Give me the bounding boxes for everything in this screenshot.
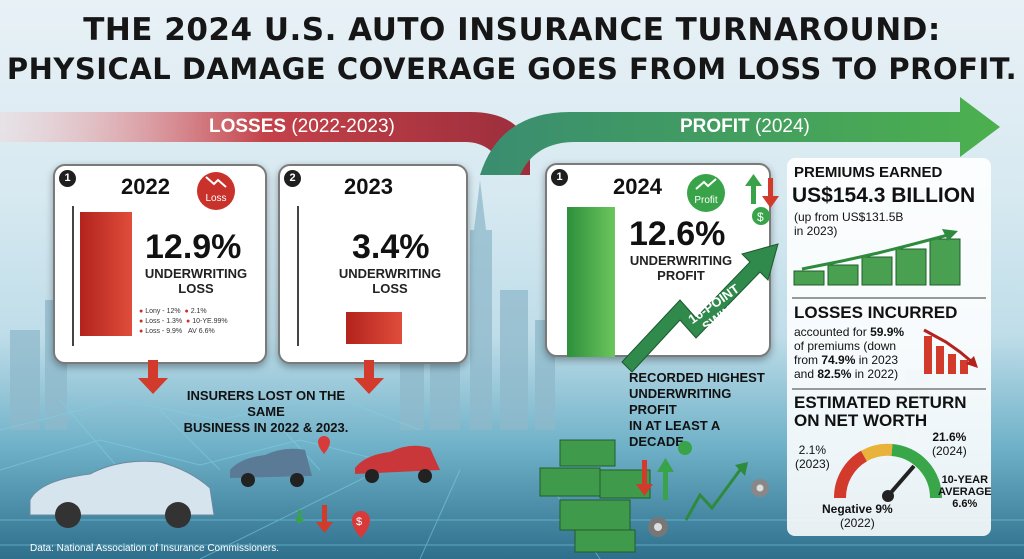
loss-badge: Loss (197, 172, 235, 210)
premiums-value: US$154.3 BILLION (792, 184, 976, 207)
down-trend-icon (205, 176, 227, 188)
return-10yr-avg: 10-YEAR AVERAGE 6.6% (938, 474, 992, 510)
source-note: Data: National Association of Insurance … (30, 543, 280, 554)
banner-profit-years: (2024) (754, 116, 810, 137)
loss-bar (80, 212, 132, 336)
value: 12.9% (145, 228, 242, 266)
banner-losses-label: LOSSES (209, 116, 287, 137)
return-2022: Negative 9% (2022) (822, 502, 893, 530)
return-2023: 2.1% (2023) (795, 443, 830, 471)
label-1: UNDERWRITING (144, 266, 248, 281)
premiums-title: PREMIUMS EARNED (794, 164, 943, 181)
losses-down-chart (923, 328, 978, 374)
banner-profit-label: PROFIT (680, 116, 750, 137)
svg-text:$: $ (356, 516, 362, 528)
label-2: LOSS (372, 281, 408, 296)
label-2: PROFIT (657, 268, 705, 283)
step-number: 2 (284, 170, 301, 187)
premiums-chart (793, 229, 961, 286)
badge-label: Loss (205, 193, 227, 204)
card-year: 2024 (613, 174, 662, 199)
legend: ● Lony - 12% ● 2.1% ● Loss - 1.3% ● 10-Y… (139, 308, 228, 335)
return-gauge (833, 443, 943, 502)
losses-incurred-text: accounted for 59.9% of premiums (down fr… (794, 325, 905, 381)
gear-icon (648, 517, 668, 537)
premiums-note: (up from US$131.5B in 2023) (794, 210, 904, 238)
gear-icon (751, 479, 769, 497)
value: 12.6% (629, 215, 726, 253)
card-2022: 1 2022 Loss 12.9% UNDERWRITING LOSS ● Lo… (53, 164, 267, 364)
title-line-1: THE 2024 U.S. AUTO INSURANCE TURNAROUND: (83, 12, 941, 48)
location-pin-icon: $ (352, 511, 370, 538)
return-title: ESTIMATED RETURN ON NET WORTH (794, 393, 967, 430)
banner-losses-years: (2022-2023) (291, 116, 395, 137)
step-number: 1 (59, 170, 76, 187)
return-2024: 21.6% (2024) (932, 430, 967, 458)
stats-panel (787, 158, 991, 536)
svg-text:$: $ (757, 210, 764, 224)
losses-incurred-title: LOSSES INCURRED (794, 303, 958, 322)
value: 3.4% (352, 228, 430, 266)
profit-bar (567, 207, 615, 357)
title-line-2: PHYSICAL DAMAGE COVERAGE GOES FROM LOSS … (6, 52, 1018, 86)
profit-caption: RECORDED HIGHEST UNDERWRITING PROFIT IN AT… (629, 370, 765, 449)
step-number: 1 (551, 169, 568, 186)
up-trend-icon (695, 178, 717, 190)
label-1: UNDERWRITING (629, 253, 733, 268)
card-2023: 2 2023 3.4% UNDERWRITING LOSS (278, 164, 468, 364)
badge-label: Profit (694, 195, 718, 206)
label-1: UNDERWRITING (338, 266, 442, 281)
label-2: LOSS (178, 281, 214, 296)
card-2024: 1 2024 Profit 12.6% UNDERWRITING PROFIT (545, 163, 771, 357)
card-year: 2022 (121, 174, 170, 199)
profit-badge: Profit (687, 174, 725, 212)
loss-bar (346, 312, 402, 344)
card-year: 2023 (344, 174, 393, 199)
losses-caption: INSURERS LOST ON THE SAME BUSINESS IN 202… (183, 388, 349, 435)
dollar-arrows-icon: $ (745, 174, 779, 225)
